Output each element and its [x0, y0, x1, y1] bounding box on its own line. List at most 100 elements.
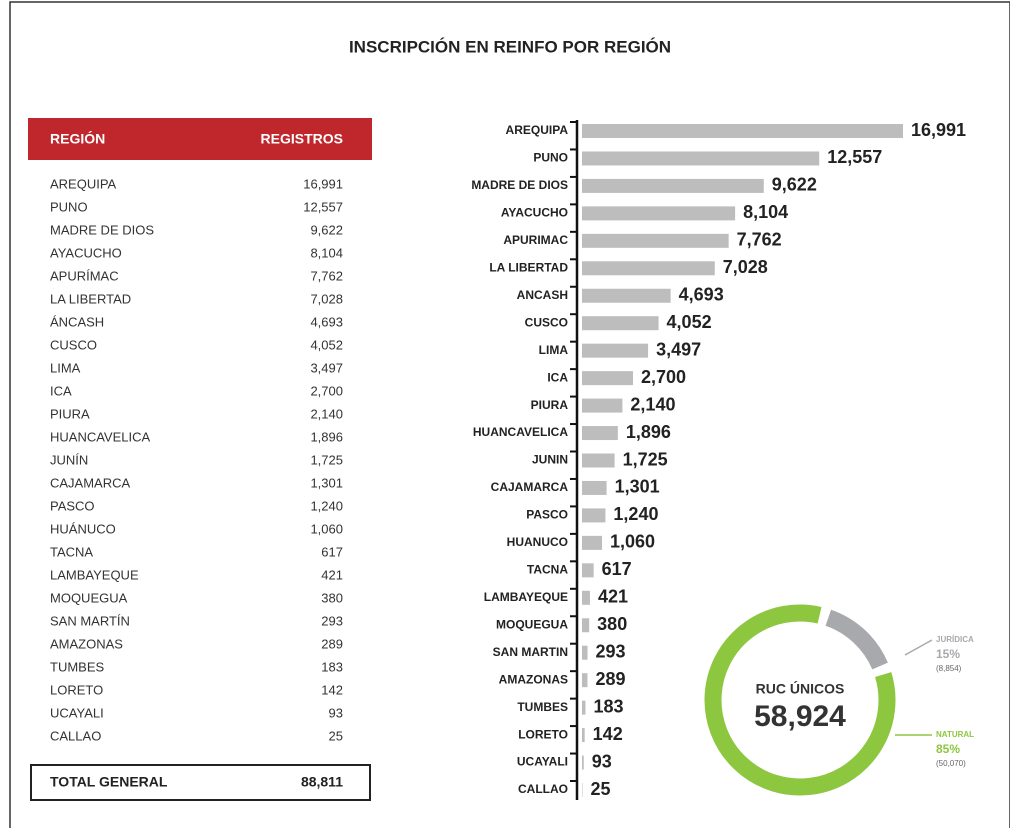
- segment-percent: 15%: [936, 647, 960, 661]
- region-cell: ICA: [50, 383, 72, 398]
- donut-segment: [704, 604, 896, 796]
- bar: [582, 563, 594, 578]
- region-cell: LAMBAYEQUE: [50, 567, 139, 582]
- table-header: [28, 118, 372, 160]
- category-label: ICA: [547, 370, 568, 384]
- value-cell: 183: [321, 659, 343, 674]
- category-label: APURIMAC: [503, 233, 568, 247]
- category-label: ANCASH: [517, 288, 568, 302]
- bar: [582, 288, 671, 303]
- value-cell: 7,762: [310, 268, 343, 283]
- value-label: 1,240: [613, 504, 658, 524]
- value-cell: 289: [321, 636, 343, 651]
- value-label: 617: [602, 559, 632, 579]
- value-label: 3,497: [656, 339, 701, 359]
- region-cell: LIMA: [50, 360, 81, 375]
- category-label: CALLAO: [518, 782, 568, 796]
- bar: [582, 618, 590, 633]
- bar: [582, 590, 590, 605]
- bar: [582, 178, 764, 193]
- header-cell: REGISTROS: [261, 131, 343, 147]
- value-cell: 25: [329, 728, 343, 743]
- value-cell: 16,991: [303, 176, 343, 191]
- category-label: PIURA: [531, 398, 569, 412]
- region-cell: CAJAMARCA: [50, 475, 131, 490]
- category-label: MADRE DE DIOS: [471, 178, 568, 192]
- bar: [582, 700, 586, 715]
- value-label: 183: [593, 696, 623, 716]
- segment-name: NATURAL: [936, 730, 974, 739]
- value-label: 289: [595, 669, 625, 689]
- title: INSCRIPCIÓN EN REINFO POR REGIÓN: [349, 37, 671, 56]
- region-cell: AMAZONAS: [50, 636, 123, 651]
- category-label: SAN MARTIN: [493, 645, 568, 659]
- value-cell: 1,240: [310, 498, 343, 513]
- value-cell: 2,700: [310, 383, 343, 398]
- value-cell: 8,104: [310, 245, 343, 260]
- value-cell: 3,497: [310, 360, 343, 375]
- value-cell: 1,060: [310, 521, 343, 536]
- segment-count: (50,070): [936, 759, 966, 768]
- value-label: 4,052: [667, 312, 712, 332]
- bar: [582, 398, 623, 413]
- bar: [582, 755, 584, 770]
- value-label: 1,896: [626, 422, 671, 442]
- value-label: 293: [596, 641, 626, 661]
- category-label: PUNO: [533, 151, 568, 165]
- category-label: HUANUCO: [507, 535, 568, 549]
- category-label: AYACUCHO: [501, 206, 568, 220]
- region-cell: ÁNCASH: [50, 314, 104, 329]
- value-label: 1,060: [610, 532, 655, 552]
- value-cell: 1,725: [310, 452, 343, 467]
- region-cell: AYACUCHO: [50, 245, 122, 260]
- value-cell: 617: [321, 544, 343, 559]
- category-label: LAMBAYEQUE: [484, 590, 568, 604]
- bar: [582, 151, 820, 166]
- donut-segment: [825, 609, 888, 670]
- bar: [582, 480, 607, 495]
- bar: [582, 535, 603, 550]
- region-cell: AREQUIPA: [50, 176, 117, 191]
- region-cell: CALLAO: [50, 728, 101, 743]
- category-label: PASCO: [526, 508, 568, 522]
- category-label: AREQUIPA: [506, 123, 569, 137]
- region-cell: TACNA: [50, 544, 93, 559]
- value-cell: 93: [329, 705, 343, 720]
- bar: [582, 261, 715, 276]
- segment-percent: 85%: [936, 742, 960, 756]
- total-value: 88,811: [301, 774, 343, 790]
- total-label: TOTAL GENERAL: [50, 774, 168, 790]
- value-cell: 1,896: [310, 429, 343, 444]
- region-cell: UCAYALI: [50, 705, 104, 720]
- value-label: 4,693: [679, 285, 724, 305]
- value-cell: 421: [321, 567, 343, 582]
- value-cell: 2,140: [310, 406, 343, 421]
- region-cell: APURÍMAC: [50, 268, 119, 283]
- bar: [582, 673, 588, 688]
- bar: [582, 124, 903, 138]
- value-label: 7,028: [723, 257, 768, 277]
- value-cell: 1,301: [310, 475, 343, 490]
- header-cell: REGIÓN: [50, 130, 105, 147]
- region-cell: MADRE DE DIOS: [50, 222, 154, 237]
- region-cell: HUÁNUCO: [50, 521, 116, 536]
- region-cell: SAN MARTÍN: [50, 613, 130, 628]
- value-label: 2,700: [641, 367, 686, 387]
- total-box: [30, 764, 371, 801]
- category-label: MOQUEGUA: [496, 617, 568, 631]
- value-cell: 142: [321, 682, 343, 697]
- region-cell: LA LIBERTAD: [50, 291, 131, 306]
- value-label: 8,104: [743, 202, 788, 222]
- category-label: CUSCO: [525, 315, 568, 329]
- region-cell: CUSCO: [50, 337, 97, 352]
- category-label: TUMBES: [517, 700, 568, 714]
- category-label: HUANCAVELICA: [473, 425, 568, 439]
- bar: [582, 371, 634, 386]
- region-cell: HUANCAVELICA: [50, 429, 151, 444]
- bar: [582, 316, 659, 331]
- donut-title: RUC ÚNICOS: [756, 680, 845, 697]
- bar: [582, 233, 729, 248]
- category-label: UCAYALI: [517, 755, 568, 769]
- value-label: 421: [598, 587, 628, 607]
- donut-center: 58,924: [754, 700, 846, 733]
